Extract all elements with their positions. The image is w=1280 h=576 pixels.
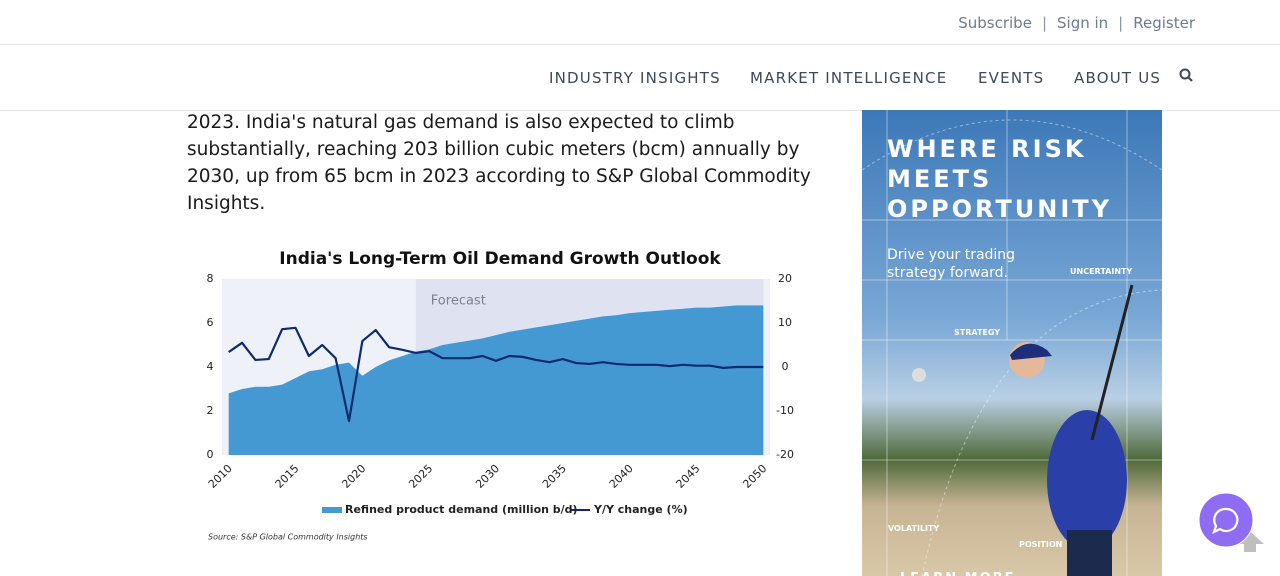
- chat-widget[interactable]: [1198, 492, 1280, 576]
- separator: |: [1118, 14, 1124, 32]
- ad-headline: MEETS: [887, 165, 992, 193]
- y-tick-label: 2: [207, 404, 214, 417]
- legend-swatch: [322, 507, 342, 513]
- x-tick-label: 2015: [273, 462, 302, 491]
- top-bar: Subscribe | Sign in | Register: [0, 0, 1280, 45]
- x-tick-label: 2045: [674, 462, 703, 491]
- paragraph-line: 2023. India's natural gas demand is also…: [187, 112, 735, 133]
- area: [228, 305, 764, 455]
- y-tick-label: 0: [207, 448, 214, 461]
- y-tick-label: 8: [207, 272, 214, 285]
- paragraph-line: Insights.: [187, 193, 266, 214]
- separator: |: [1041, 14, 1047, 32]
- search-icon[interactable]: [1179, 68, 1195, 84]
- forecast-label: Forecast: [431, 294, 486, 309]
- x-tick-label: 2040: [607, 462, 636, 491]
- account-link[interactable]: Subscribe: [958, 14, 1032, 32]
- nav-item[interactable]: ABOUT US: [1074, 69, 1162, 87]
- ad-label: POSITION: [1019, 540, 1062, 549]
- paragraph-line: 2030, up from 65 bcm in 2023 according t…: [187, 166, 811, 187]
- chart-title: India's Long-Term Oil Demand Growth Outl…: [279, 249, 721, 269]
- nav-item[interactable]: INDUSTRY INSIGHTS: [549, 69, 721, 87]
- y2-tick-label: 0: [782, 360, 789, 373]
- ad-label: UNCERTAINTY: [1070, 267, 1132, 276]
- y2-tick-label: 10: [778, 316, 792, 329]
- account-link[interactable]: Sign in: [1057, 14, 1109, 32]
- y2-tick-label: -10: [776, 404, 794, 417]
- article-paragraph: 2023. India's natural gas demand is also…: [187, 109, 811, 217]
- legend-label: Y/Y change (%): [593, 503, 688, 516]
- ad-headline: OPPORTUNITY: [887, 195, 1112, 223]
- ad-subtext: Drive your trading: [887, 247, 1015, 263]
- golfer: [912, 284, 1134, 576]
- paragraph-line: substantially, reaching 203 billion cubi…: [187, 139, 800, 160]
- ad-label: STRATEGY: [954, 328, 1000, 337]
- ad-headline: WHERE RISK: [887, 135, 1086, 163]
- nav-item[interactable]: MARKET INTELLIGENCE: [750, 69, 948, 87]
- chart-source: Source: S&P Global Commodity Insights: [208, 533, 368, 542]
- x-tick-label: 2025: [406, 462, 435, 491]
- account-link[interactable]: Register: [1133, 14, 1195, 32]
- account-links: Subscribe | Sign in | Register: [958, 14, 1195, 32]
- nav-bar: INDUSTRY INSIGHTS MARKET INTELLIGENCE EVEN…: [0, 45, 1280, 111]
- x-tick-label: 2035: [540, 462, 569, 491]
- ad-cta[interactable]: LEARN MORE: [900, 571, 1016, 576]
- nav-item[interactable]: EVENTS: [978, 69, 1045, 87]
- legend-label: Refined product demand (million b/d): [345, 503, 578, 516]
- y2-tick-label: -20: [776, 448, 794, 461]
- ad-label: VOLATILITY: [888, 524, 939, 533]
- y2-tick-label: 20: [778, 272, 792, 285]
- x-tick-label: 2030: [473, 462, 502, 491]
- chart: India's Long-Term Oil Demand Growth Outl…: [206, 249, 794, 542]
- ad-subtext: strategy forward.: [887, 265, 1008, 281]
- line: [228, 326, 764, 423]
- x-tick-label: 2050: [740, 462, 769, 491]
- y-tick-label: 4: [207, 360, 214, 373]
- x-tick-label: 2010: [206, 462, 235, 491]
- ad-grid: [862, 110, 1162, 576]
- x-tick-label: 2020: [339, 462, 368, 491]
- y-tick-label: 6: [207, 316, 214, 329]
